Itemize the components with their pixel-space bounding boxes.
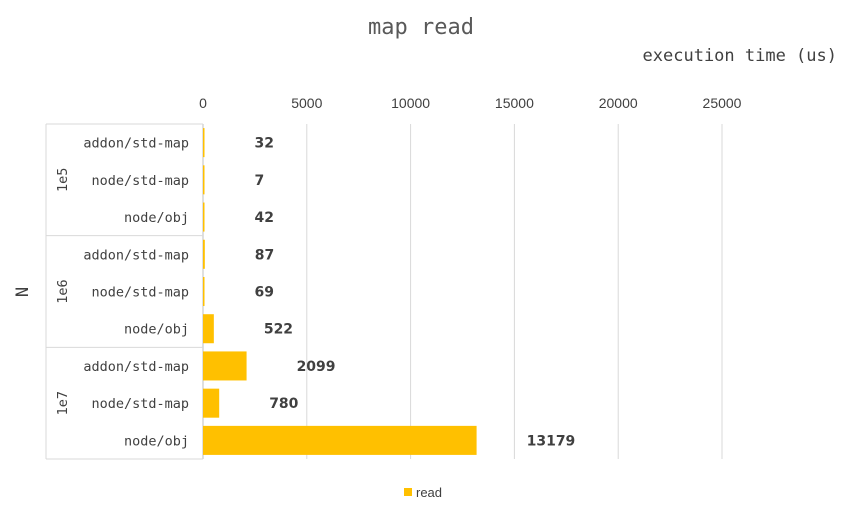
data-label: 522: [264, 322, 293, 338]
group-label-1e5: 1e5: [55, 168, 71, 192]
legend-swatch-read: [404, 488, 412, 496]
bar-1e5-node-std-map: [203, 165, 205, 195]
x-tick-label: 15000: [495, 95, 534, 111]
category-label: node/obj: [124, 433, 189, 449]
data-label: 13179: [527, 433, 576, 449]
bar-1e6-node-obj: [203, 314, 214, 344]
category-group-frame: [45, 123, 203, 460]
bars: [203, 128, 477, 455]
category-label: node/std-map: [91, 173, 189, 189]
chart-title: map read: [368, 15, 474, 40]
x-tick-labels: 0 5000 10000 15000 20000 25000: [199, 95, 742, 111]
category-labels: 1e5 addon/std-map node/std-map node/obj 1e6 a…: [55, 136, 189, 450]
data-label: 87: [255, 247, 274, 263]
bar-1e7-node-std-map: [203, 388, 220, 418]
category-label: node/obj: [124, 210, 189, 226]
data-labels: 32 7 42 87 69 522 2099 780 13179: [255, 136, 576, 450]
group-label-1e7: 1e7: [55, 391, 71, 415]
x-tick-label: 25000: [703, 95, 742, 111]
category-label: node/obj: [124, 322, 189, 338]
category-label: node/std-map: [91, 285, 189, 301]
data-label: 32: [255, 136, 274, 152]
bar-1e6-node-std-map: [203, 276, 205, 307]
category-label: addon/std-map: [83, 136, 189, 152]
data-label: 780: [269, 396, 298, 412]
legend: read: [404, 485, 442, 500]
y-axis-title: N: [13, 287, 33, 297]
bar-1e7-addon-std-map: [203, 351, 247, 381]
bar-1e5-addon-std-map: [203, 128, 205, 158]
category-label: addon/std-map: [83, 247, 189, 263]
x-axis-title: execution time (us): [643, 46, 837, 66]
data-label: 7: [255, 173, 265, 189]
data-label: 42: [255, 210, 274, 226]
x-tick-label: 0: [199, 95, 207, 111]
group-label-1e6: 1e6: [55, 279, 71, 303]
legend-label-read: read: [416, 485, 442, 500]
x-tick-label: 10000: [391, 95, 430, 111]
category-label: node/std-map: [91, 396, 189, 412]
data-label: 2099: [297, 359, 336, 375]
category-label: addon/std-map: [83, 359, 189, 375]
bar-1e5-node-obj: [203, 202, 205, 232]
x-tick-label: 5000: [291, 95, 322, 111]
data-label: 69: [255, 285, 274, 301]
bar-1e6-addon-std-map: [203, 239, 205, 269]
bar-1e7-node-obj: [203, 425, 477, 455]
x-tick-label: 20000: [599, 95, 638, 111]
